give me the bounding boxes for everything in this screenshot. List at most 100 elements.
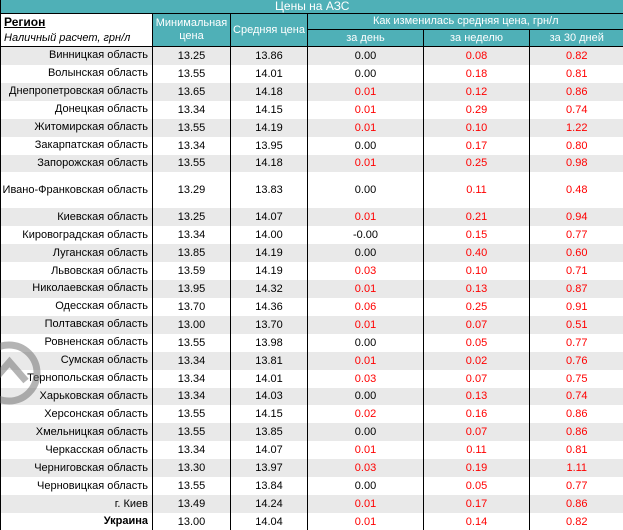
region-name: Харьковская область (39, 389, 149, 402)
header-row-1: Регион Наличный расчет, грн/л Минимальна… (0, 13, 623, 47)
change-week-header: за неделю (423, 29, 530, 47)
region-name-cell: Киевская область (0, 208, 153, 227)
days30-change-cell: 0.86 (528, 405, 623, 424)
region-name: Черниговская область (34, 461, 148, 474)
region-name: Николаевская область (32, 282, 148, 295)
payment-type-note: Наличный расчет, грн/л (4, 32, 131, 44)
day-change-cell: 0.00 (307, 423, 424, 442)
day-change-cell: 0.00 (307, 46, 424, 65)
days30-change-cell: 1.22 (528, 118, 623, 137)
min-price-cell: 13.55 (152, 477, 231, 496)
avg-price-cell: 13.70 (230, 315, 308, 334)
days30-change-cell: 0.80 (528, 136, 623, 155)
region-name-cell: Луганская область (0, 244, 153, 263)
region-name: Днепропетровская область (9, 85, 148, 98)
day-change-cell: 0.01 (307, 512, 424, 530)
avg-price-cell: 13.81 (230, 351, 308, 370)
day-change-cell: 0.01 (307, 351, 424, 370)
days30-change-cell: 0.82 (528, 46, 623, 65)
region-name-cell: Донецкая область (0, 100, 153, 119)
days30-change-cell: 0.86 (528, 423, 623, 442)
region-name: Черкасская область (45, 443, 148, 456)
day-change-cell: 0.01 (307, 495, 424, 513)
avg-price-cell: 14.19 (230, 244, 308, 263)
week-change-cell: 0.05 (423, 477, 530, 496)
days30-change-cell: 0.82 (528, 512, 623, 530)
min-price-cell: 13.55 (152, 154, 231, 173)
region-row: Ровненская область 13.55 13.98 0.00 0.05… (0, 333, 623, 352)
region-name-cell: Ивано-Франковская область (0, 172, 153, 209)
avg-price-cell: 14.18 (230, 82, 308, 101)
region-name: Луганская область (52, 246, 148, 259)
region-row: Харьковская область 13.34 14.03 0.00 0.1… (0, 387, 623, 406)
table-title: Цены на АЗС (0, 0, 623, 14)
min-price-header: Минимальная цена (152, 13, 231, 47)
week-change-cell: 0.10 (423, 262, 530, 280)
min-price-cell: 13.34 (152, 226, 231, 245)
week-change-cell: 0.29 (423, 100, 530, 119)
week-change-cell: 0.08 (423, 46, 530, 65)
region-name-cell: Черкасская область (0, 441, 153, 460)
change-30days-header: за 30 дней (528, 29, 623, 47)
days30-change-cell: 0.91 (528, 297, 623, 316)
week-change-cell: 0.17 (423, 495, 530, 513)
region-row: Черкасская область 13.34 14.07 0.01 0.11… (0, 441, 623, 460)
days30-change-cell: 0.76 (528, 351, 623, 370)
days30-change-cell: 0.74 (528, 387, 623, 406)
region-name-cell: Закарпатская область (0, 136, 153, 155)
region-name-cell: Ровненская область (0, 333, 153, 352)
region-name-cell: Хмельницкая область (0, 423, 153, 442)
day-change-cell: 0.03 (307, 459, 424, 478)
region-row: Винницкая область 13.25 13.86 0.00 0.08 … (0, 46, 623, 65)
day-change-cell: 0.00 (307, 64, 424, 83)
region-row: Черновицкая область 13.55 13.84 0.00 0.0… (0, 477, 623, 496)
avg-price-header: Средняя цена (230, 13, 308, 47)
days30-change-cell: 1.11 (528, 459, 623, 478)
days30-change-cell: 0.75 (528, 369, 623, 388)
region-name: Херсонская область (44, 407, 148, 420)
days30-change-cell: 0.51 (528, 315, 623, 334)
avg-price-cell: 14.01 (230, 64, 308, 83)
region-row: Луганская область 13.85 14.19 0.00 0.40 … (0, 244, 623, 263)
min-price-cell: 13.65 (152, 82, 231, 101)
day-change-cell: 0.01 (307, 208, 424, 227)
days30-change-cell: 0.86 (528, 495, 623, 513)
avg-price-cell: 14.15 (230, 100, 308, 119)
min-price-cell: 13.34 (152, 136, 231, 155)
avg-price-cell: 14.01 (230, 369, 308, 388)
region-name-cell: Житомирская область (0, 118, 153, 137)
week-change-cell: 0.17 (423, 136, 530, 155)
region-name: Черновицкая область (37, 479, 148, 492)
region-name: г. Киев (114, 497, 148, 510)
region-name: Полтавская область (44, 318, 148, 331)
region-name-cell: Волынская область (0, 64, 153, 83)
day-change-cell: 0.02 (307, 405, 424, 424)
region-name: Тернопольская область (27, 372, 148, 385)
days30-change-cell: 0.94 (528, 208, 623, 227)
region-name: Ивано-Франковская область (2, 183, 148, 196)
region-row: Хмельницкая область 13.55 13.85 0.00 0.0… (0, 423, 623, 442)
region-name: Украина (103, 515, 148, 528)
region-row: Тернопольская область 13.34 14.01 0.03 0… (0, 369, 623, 388)
region-row: Запорожская область 13.55 14.18 0.01 0.2… (0, 154, 623, 173)
region-name: Хмельницкая область (35, 425, 148, 438)
min-price-cell: 13.95 (152, 280, 231, 298)
avg-price-cell: 13.95 (230, 136, 308, 155)
region-name-cell: Запорожская область (0, 154, 153, 173)
min-price-cell: 13.34 (152, 441, 231, 460)
region-name: Житомирская область (34, 121, 148, 134)
min-price-cell: 13.00 (152, 512, 231, 530)
day-change-cell: 0.01 (307, 118, 424, 137)
region-name-cell: Херсонская область (0, 405, 153, 424)
region-row: Житомирская область 13.55 14.19 0.01 0.1… (0, 118, 623, 137)
days30-change-cell: 0.81 (528, 64, 623, 83)
region-name: Закарпатская область (34, 139, 148, 152)
region-name-cell: Черниговская область (0, 459, 153, 478)
avg-price-cell: 14.07 (230, 441, 308, 460)
min-price-cell: 13.30 (152, 459, 231, 478)
region-row: Херсонская область 13.55 14.15 0.02 0.16… (0, 405, 623, 424)
region-name-cell: Николаевская область (0, 280, 153, 298)
region-name-cell: Львовская область (0, 262, 153, 280)
